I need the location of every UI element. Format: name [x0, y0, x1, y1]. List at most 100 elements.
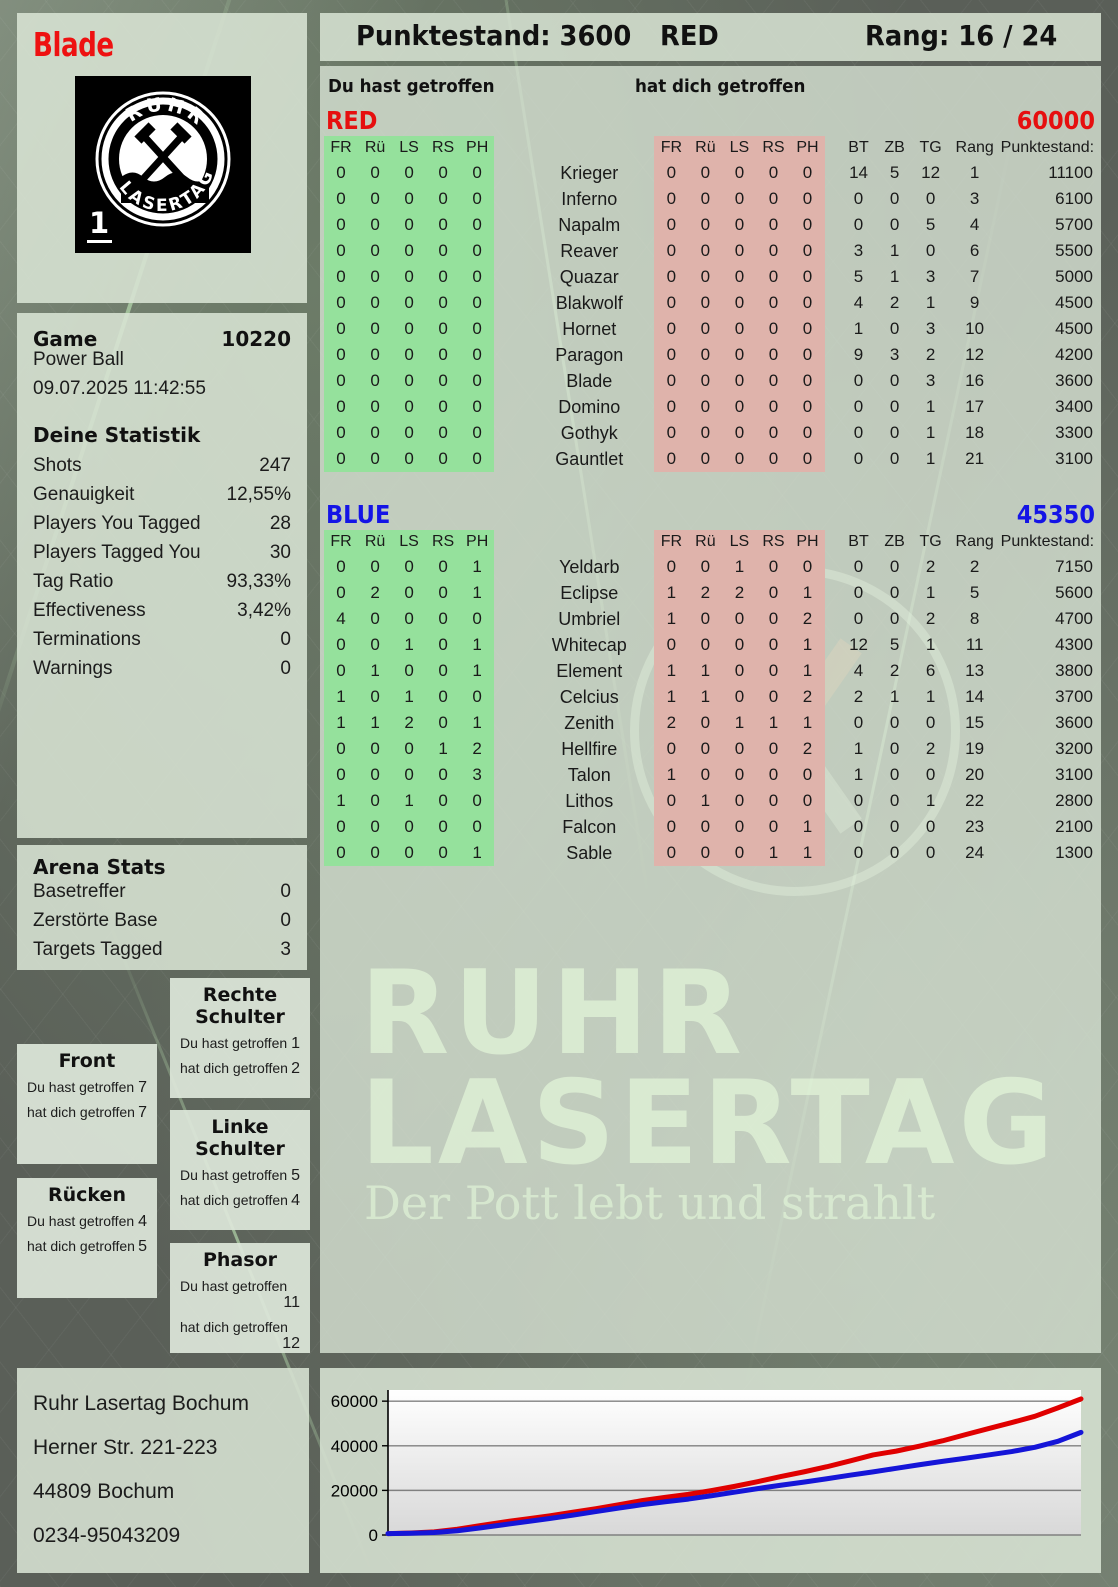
cell-score: 3800 — [1055, 661, 1093, 680]
cell-hit-you: 0 — [654, 736, 689, 762]
game-section-header: Game 10220 — [17, 313, 307, 351]
score-progression-chart: 0 20000 40000 60000 — [331, 1390, 1084, 1545]
cell-hit-you: 0 — [756, 186, 791, 212]
cell-hit-you: 1 — [654, 762, 689, 788]
cell-hit-you: 0 — [790, 788, 825, 814]
cell-bt: 1 — [853, 319, 864, 338]
cell-you-hit: 0 — [426, 446, 461, 472]
watermark-line2: LASERTAG — [360, 1056, 1058, 1191]
cell-you-hit: 0 — [324, 420, 359, 446]
cell-you-hit: 0 — [324, 446, 359, 472]
cell-hit-you: 0 — [688, 212, 723, 238]
cell-you-hit: 0 — [460, 394, 495, 420]
cell-you-hit: 0 — [324, 840, 359, 866]
cell-hit-you: 0 — [654, 212, 689, 238]
cell-you-hit: 0 — [358, 238, 393, 264]
cell-hit-you: 0 — [790, 264, 825, 290]
player-stat-label: Effectiveness — [33, 600, 146, 621]
col-header-left: Rü — [358, 530, 393, 554]
cell-hit-you: 1 — [790, 814, 825, 840]
cell-score: 2800 — [1055, 791, 1093, 810]
cell-tg: 0 — [925, 765, 936, 784]
bodypart-hit-you: hat dich getroffen 12 — [180, 1319, 300, 1352]
arena-stat-value: 0 — [280, 881, 291, 902]
cell-player-name: Hellfire — [561, 739, 618, 759]
cell-score: 6100 — [1055, 189, 1093, 208]
col-header-left: RS — [426, 530, 461, 554]
cell-hit-you: 0 — [722, 342, 757, 368]
cell-score: 5000 — [1055, 267, 1093, 286]
address-line: 0234-95043209 — [33, 1524, 181, 1547]
cell-zb: 2 — [889, 293, 900, 312]
cell-hit-you: 0 — [756, 554, 791, 580]
cell-hit-you: 1 — [654, 580, 689, 606]
cell-rang: 12 — [965, 345, 985, 364]
cell-you-hit: 1 — [324, 788, 359, 814]
cell-hit-you: 0 — [654, 264, 689, 290]
cell-you-hit: 0 — [460, 186, 495, 212]
cell-hit-you: 0 — [722, 446, 757, 472]
cell-hit-you: 0 — [688, 814, 723, 840]
cell-hit-you: 0 — [654, 554, 689, 580]
col-header-tail: BT — [848, 139, 869, 156]
cell-hit-you: 0 — [756, 684, 791, 710]
cell-rang: 7 — [969, 267, 980, 286]
cell-you-hit: 0 — [324, 580, 359, 606]
cell-hit-you: 2 — [654, 710, 689, 736]
bodypart-you-hit: Du hast getroffen 7 — [27, 1079, 147, 1096]
player-stat-row: Players You Tagged 28 — [17, 509, 307, 538]
cell-zb: 0 — [889, 215, 900, 234]
cell-bt: 4 — [853, 661, 864, 680]
player-stat-label: Warnings — [33, 658, 113, 679]
cell-you-hit: 0 — [426, 264, 461, 290]
cell-you-hit: 0 — [324, 290, 359, 316]
cell-hit-you: 1 — [688, 658, 723, 684]
cell-you-hit: 0 — [324, 762, 359, 788]
cell-you-hit: 1 — [460, 632, 495, 658]
cell-player-name: Sable — [566, 843, 613, 863]
cell-hit-you: 1 — [654, 658, 689, 684]
cell-hit-you: 0 — [654, 290, 689, 316]
score-progression-chart-panel: 0 20000 40000 60000 — [320, 1368, 1101, 1573]
cell-player-name: Eclipse — [560, 583, 619, 603]
cell-you-hit: 0 — [426, 710, 461, 736]
cell-you-hit: 0 — [392, 342, 427, 368]
cell-tg: 2 — [925, 557, 936, 576]
cell-you-hit: 0 — [392, 264, 427, 290]
cell-tg: 1 — [925, 423, 936, 442]
cell-you-hit: 0 — [358, 446, 393, 472]
cell-tg: 0 — [925, 817, 936, 836]
player-stat-row: Genauigkeit 12,55% — [17, 480, 307, 509]
col-header-tail: ZB — [884, 139, 905, 156]
cell-you-hit: 0 — [426, 580, 461, 606]
arena-stats-rows: Basetreffer 0 Zerstörte Base 0 Targets Tagge… — [17, 877, 307, 964]
cell-you-hit: 1 — [426, 736, 461, 762]
cell-rang: 18 — [965, 423, 985, 442]
cell-hit-you: 0 — [756, 420, 791, 446]
cell-hit-you: 0 — [756, 238, 791, 264]
cell-you-hit: 0 — [426, 160, 461, 186]
cell-you-hit: 4 — [324, 606, 359, 632]
bodypart-you-hit: Du hast getroffen 1 — [180, 1035, 300, 1052]
cell-hit-you: 1 — [790, 658, 825, 684]
col-header-right: FR — [654, 136, 689, 160]
col-header-tail: Punktestand: — [1000, 139, 1095, 156]
table-row: 1 1 2 0 1 Zenith 2 0 1 1 1 0 0 0 15 3600 — [324, 710, 1097, 736]
cell-you-hit: 0 — [426, 762, 461, 788]
game-mode: Power Ball — [33, 349, 124, 370]
cell-player-name: Talon — [567, 765, 611, 785]
bodypart-phasor: Phasor Du hast getroffen 11 hat dich get… — [170, 1243, 310, 1353]
cell-you-hit: 0 — [426, 420, 461, 446]
cell-tg: 0 — [925, 241, 936, 260]
cell-hit-you: 0 — [688, 840, 723, 866]
cell-score: 3600 — [1055, 371, 1093, 390]
col-header-tail: BT — [848, 533, 869, 550]
cell-hit-you: 0 — [756, 580, 791, 606]
bodypart-linke-schulter: Linke Schulter Du hast getroffen 5 hat d… — [170, 1110, 310, 1230]
bodypart-title: Rücken — [48, 1184, 126, 1206]
cell-hit-you: 0 — [756, 342, 791, 368]
cell-player-name: Zenith — [564, 713, 615, 733]
cell-you-hit: 0 — [358, 342, 393, 368]
player-stat-value: 28 — [269, 513, 291, 534]
cell-you-hit: 0 — [358, 316, 393, 342]
